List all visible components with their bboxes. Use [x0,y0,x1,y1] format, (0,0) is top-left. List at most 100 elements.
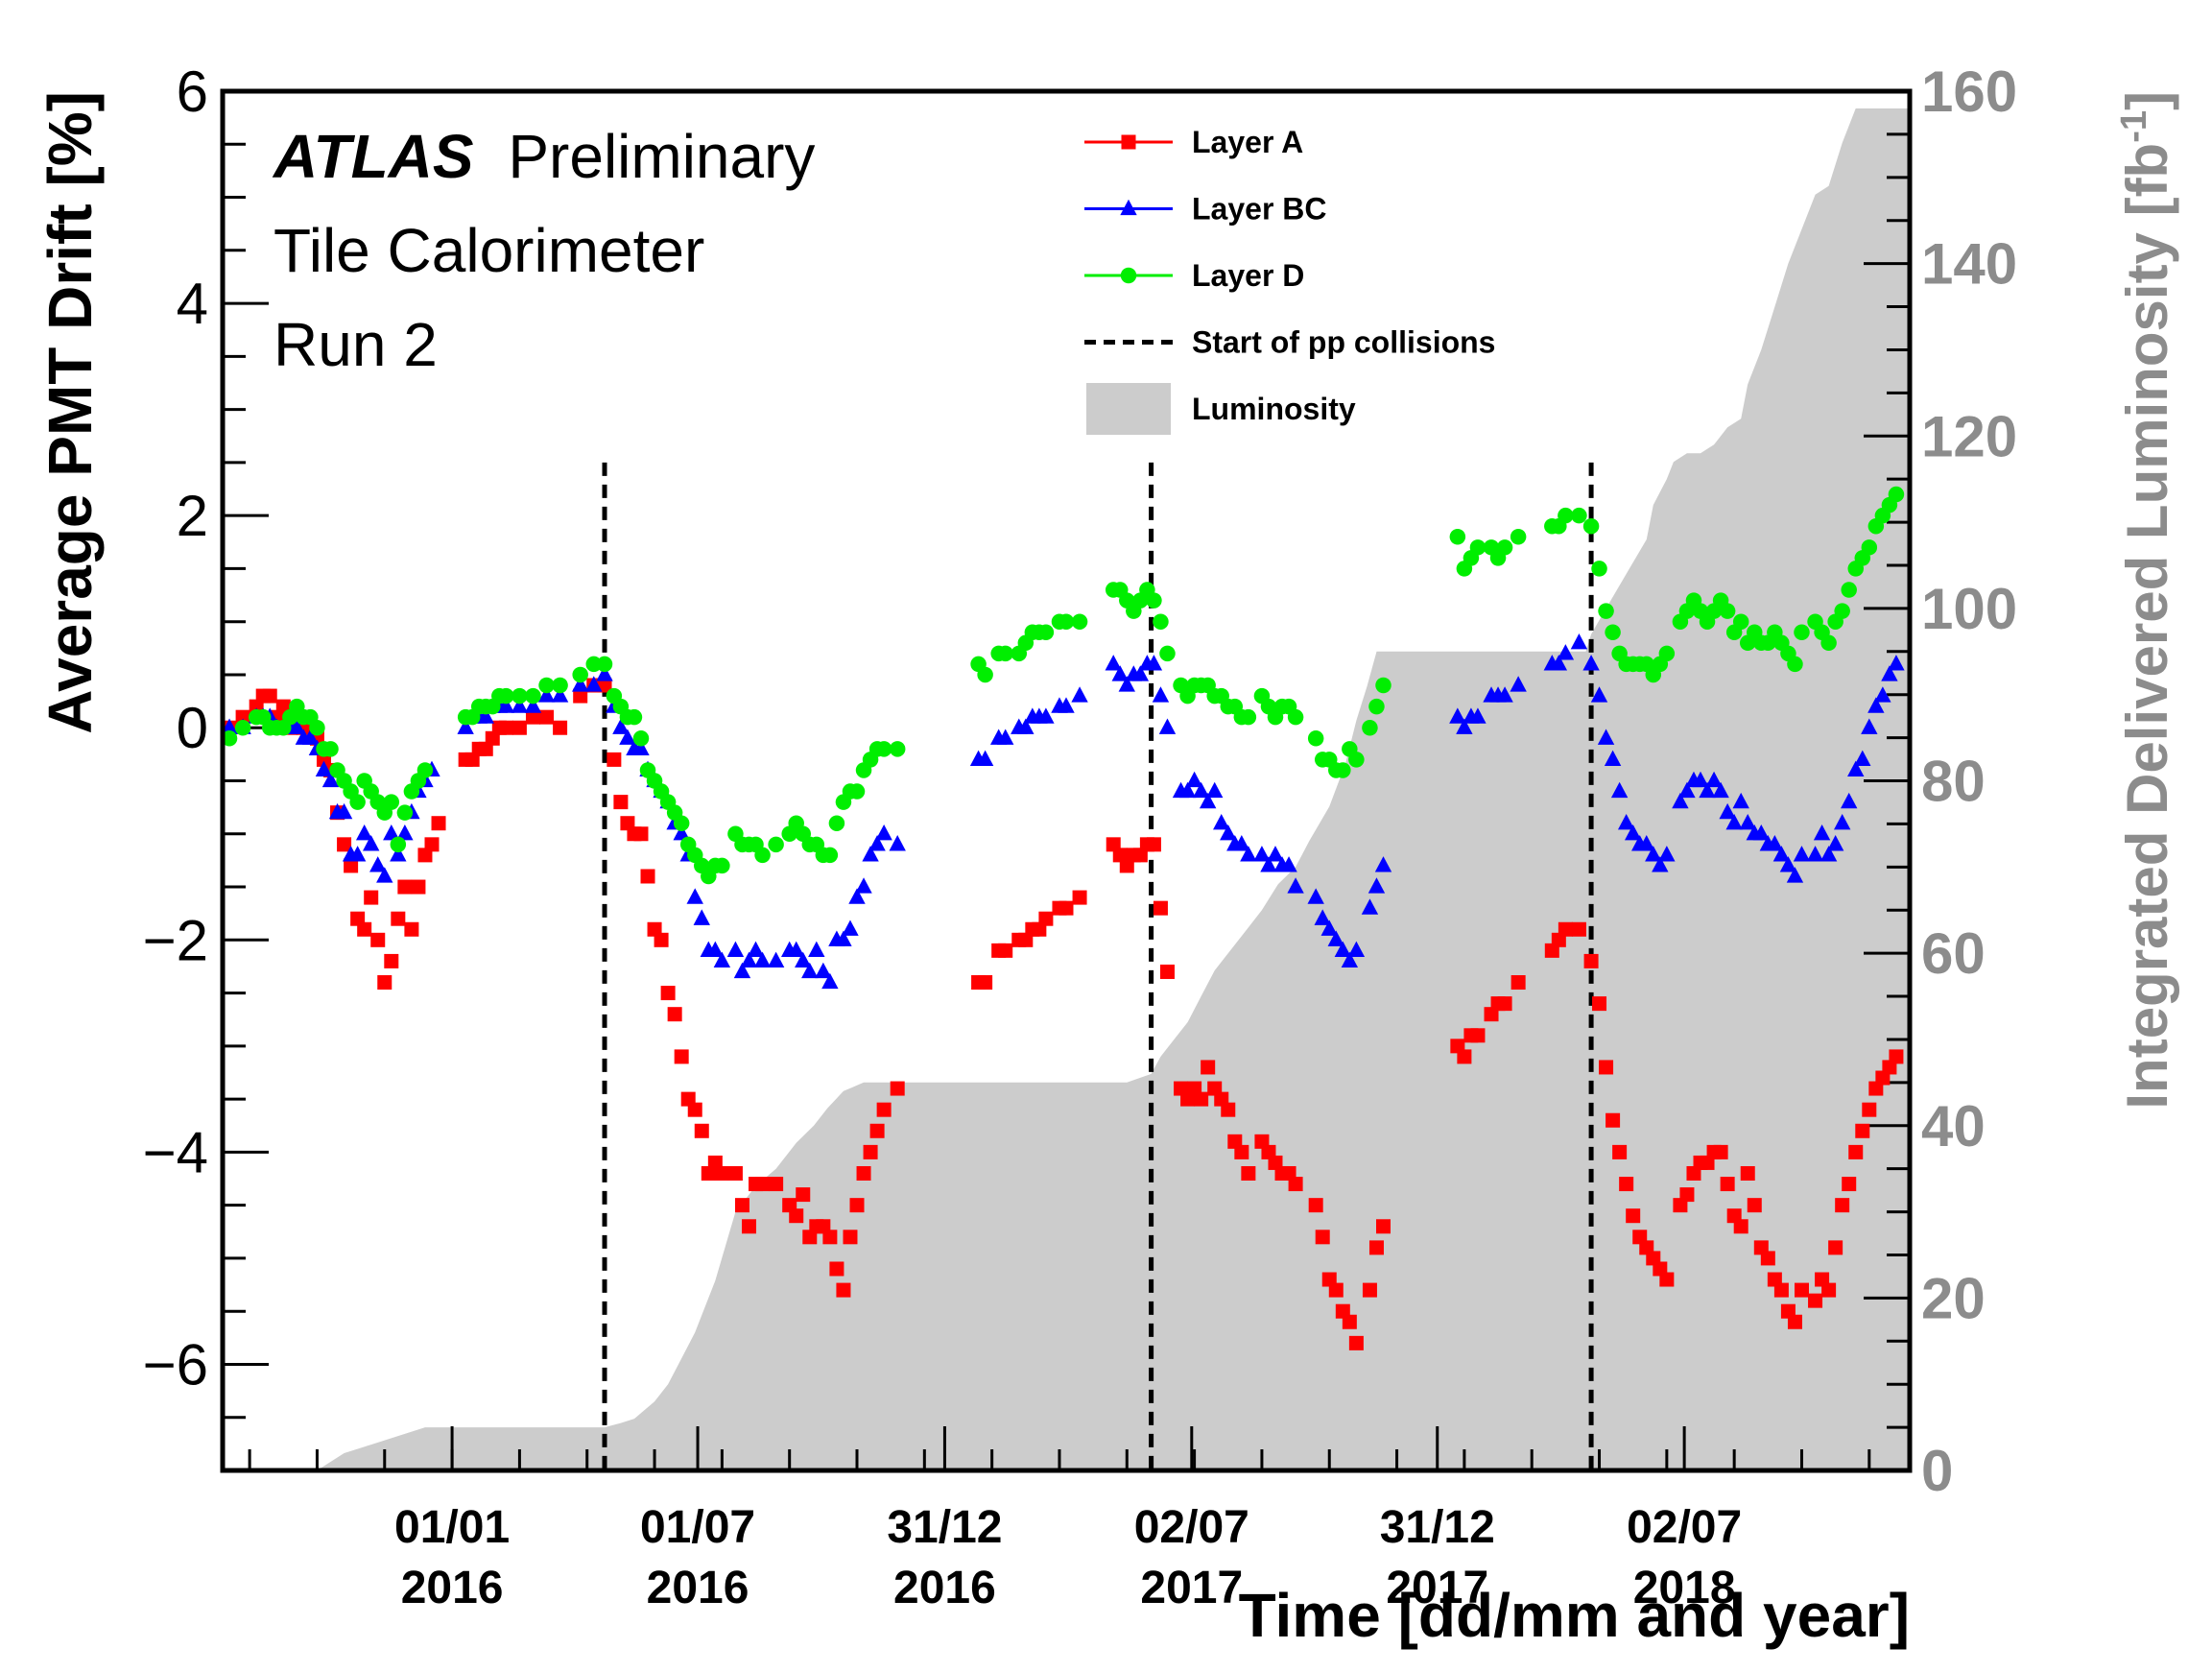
layer-bc-point [1456,718,1473,734]
layer-a-point [687,1102,702,1117]
layer-bc-point [1617,813,1635,830]
layer-bc-point [1071,686,1088,703]
layer-d-point [498,687,514,705]
layer-d-point [1510,529,1527,545]
x-tick-label-date: 31/12 [1380,1502,1495,1553]
layer-bc-point [808,941,825,957]
layer-bc-point [1705,771,1723,788]
layer-d-point [754,847,771,864]
legend-marker-layer-d [1120,267,1137,284]
layer-a-point [498,720,513,735]
legend: Layer A Layer BC Layer D Start of pp collis… [1084,125,1495,435]
layer-d-point [396,804,414,821]
layer-a-point [1194,1091,1209,1107]
layer-a-point [1558,921,1573,937]
x-tick-label-date: 01/01 [394,1502,510,1553]
layer-d-point [848,783,866,800]
y-tick-label: −4 [143,1120,208,1184]
layer-bc-point [612,718,630,734]
layer-bc-point [976,750,994,767]
layer-d-point [1362,719,1378,736]
layer-d-point [1058,613,1075,630]
layer-a-point [1773,1282,1789,1298]
layer-a-point [1760,1251,1775,1266]
layer-bc-point [1624,824,1642,841]
layer-a-point [1619,1177,1634,1192]
layer-bc-point [1582,655,1600,671]
layer-bc-point [1374,856,1392,872]
layer-a-point [1376,1219,1391,1234]
y2-tick-label: 20 [1921,1266,1986,1330]
layer-bc-point [1847,760,1865,777]
layer-bc-point [1192,781,1210,799]
annotation-line3: Run 2 [274,310,438,379]
layer-bc-point [1510,676,1527,692]
layer-bc-point [1307,888,1324,904]
layer-a-point [539,709,555,725]
layer-bc-point [537,686,556,703]
layer-bc-point [1590,686,1608,703]
layer-d-point [1794,624,1810,640]
layer-d-point [383,794,400,810]
layer-d-point [1861,539,1878,556]
x-tick-label-year: 2017 [1140,1563,1243,1613]
layer-a-point [1153,900,1168,916]
atlas-label: ATLAS Preliminary [272,122,815,191]
layer-bc-point [1826,835,1844,851]
layer-a-point [344,858,359,873]
y-tick-label: 2 [177,484,208,548]
layer-bc-point [1772,846,1791,862]
layer-d-point [538,677,555,694]
layer-bc-point [686,888,703,904]
layer-bc-point [842,920,859,936]
x-tick-label-year: 2016 [401,1563,504,1613]
layer-bc-point [733,962,751,979]
layer-bc-point [1645,846,1662,862]
layer-bc-point [1105,655,1122,671]
layer-bc-point [335,802,353,820]
layer-a-point [1288,1177,1303,1192]
layer-a-point [1821,1282,1837,1298]
layer-a-point [1612,1144,1628,1159]
layer-a-point [1328,1282,1344,1298]
layer-a-point [384,953,399,968]
layer-bc-point [1253,846,1271,862]
layer-a-point [337,837,352,852]
layer-bc-point [889,835,906,851]
y2-tick-label: 40 [1921,1094,1986,1158]
layer-bc-point [1058,697,1075,713]
layer-d-point [1719,603,1736,619]
layer-bc-point [1220,824,1237,841]
layer-d-point [1841,582,1857,598]
layer-a-point [1842,1177,1857,1192]
layer-bc-point [1449,707,1466,724]
layer-d-point [632,730,650,747]
y2-axis-title-sup: -1 [2114,110,2154,143]
layer-bc-point [1597,729,1615,745]
layer-a-point [1241,1165,1256,1181]
layer-a-point [1659,1272,1675,1287]
layer-bc-point [457,718,474,734]
y2-tick-label: 100 [1921,577,2017,641]
layer-bc-point [855,877,872,894]
layer-a-point [1889,1049,1904,1064]
legend-marker-layer-bc [1120,199,1137,216]
x-tick-label-date: 02/07 [1134,1502,1249,1553]
y-tick-label: 0 [177,696,208,760]
layer-a-point [769,1177,784,1192]
layer-bc-point [815,962,832,979]
layer-a-point [262,688,277,704]
y2-tick-label: 160 [1921,60,2017,124]
layer-a-point [364,890,379,905]
layer-d-point [223,730,238,747]
layer-a-point [734,1198,749,1213]
layer-bc-point [726,941,745,957]
layer-a-point [1072,890,1087,905]
y2-tick-label: 80 [1921,750,1986,814]
layer-bc-point [1881,665,1898,681]
layer-d-point [309,719,325,736]
layer-d-point [889,741,906,757]
layer-bc-point [1213,813,1230,830]
layer-a-point [411,879,426,895]
luminosity-area [317,108,1910,1470]
